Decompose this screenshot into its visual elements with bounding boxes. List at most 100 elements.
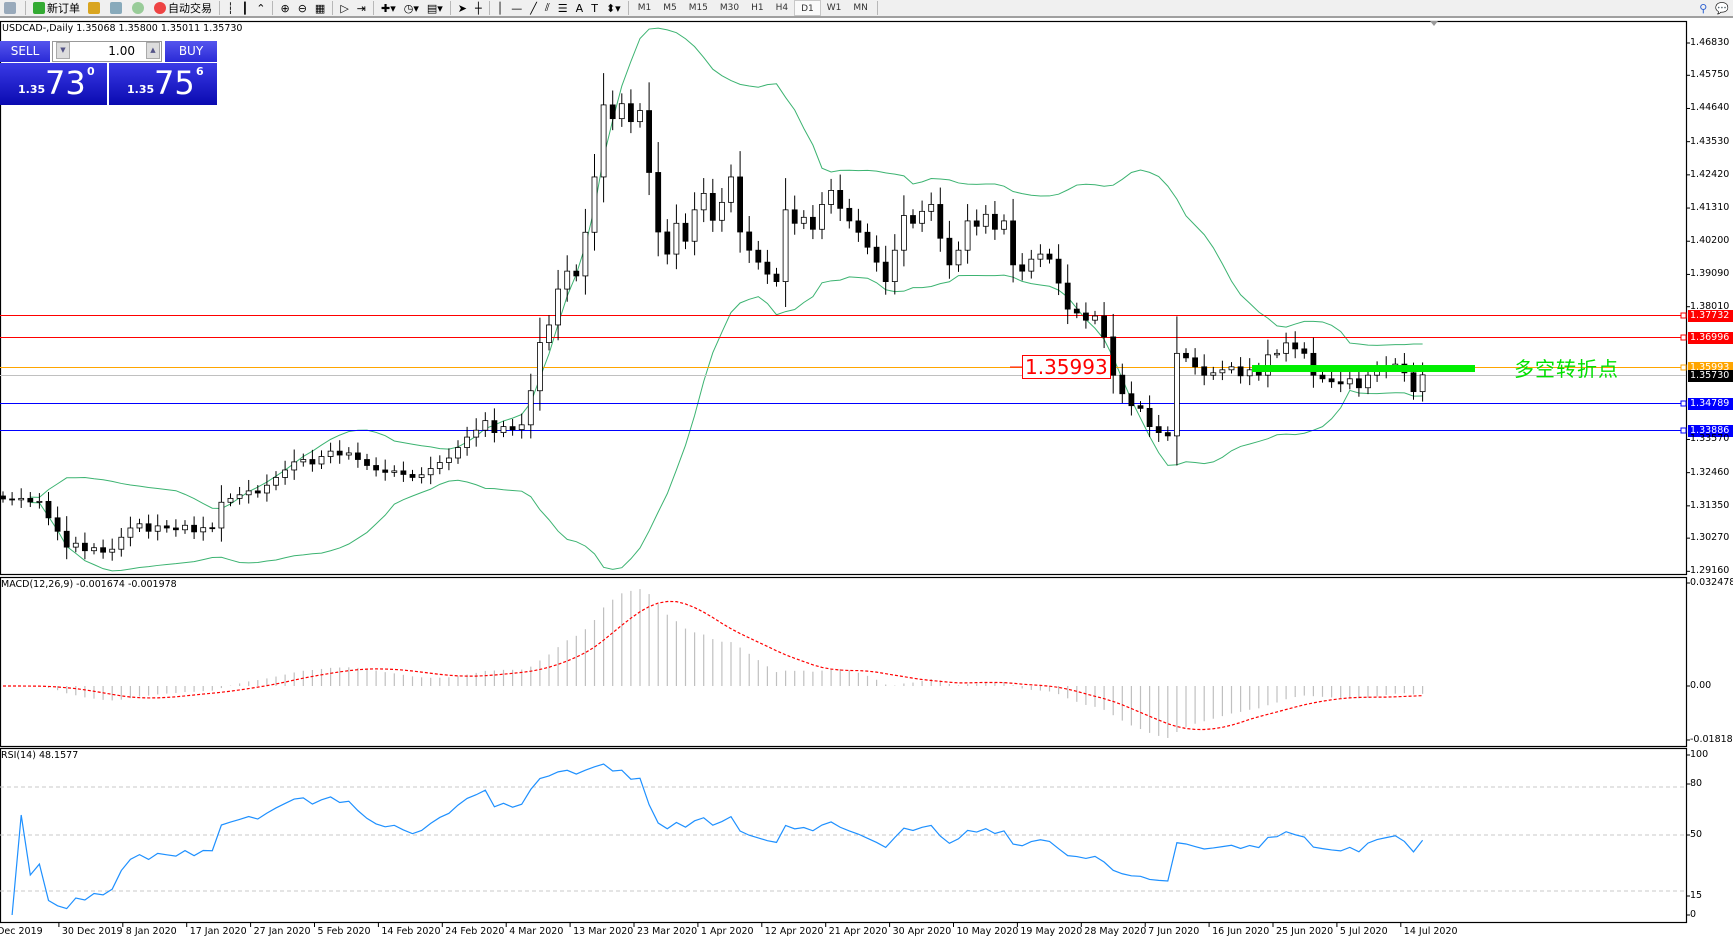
candle-bear: [1292, 342, 1299, 350]
history-icon[interactable]: [106, 0, 128, 16]
date-axis-label: 21 Apr 2020: [828, 926, 888, 937]
candle: [63, 516, 70, 560]
candle-bear: [973, 220, 980, 227]
candle: [964, 204, 971, 264]
candle-bear: [63, 530, 70, 548]
text-icon[interactable]: A: [575, 1, 584, 15]
candle-bear: [145, 523, 152, 532]
price-axis-label: 1.31350: [1690, 499, 1730, 511]
candlestick-icon[interactable]: ┃: [241, 1, 249, 15]
search-icon[interactable]: ⚲: [1699, 1, 1708, 15]
date-axis-label: 14 Feb 2020: [381, 926, 441, 937]
candle: [1037, 244, 1044, 268]
timeframe-w1[interactable]: W1: [826, 3, 842, 13]
line-chart-icon[interactable]: ⌃: [256, 1, 266, 15]
separator: [488, 1, 490, 15]
candle-bear: [1128, 393, 1135, 407]
plus-icon: [33, 2, 45, 14]
sell-price-pip: 0: [87, 65, 95, 78]
candle: [1010, 198, 1016, 283]
arrows-icon[interactable]: ⬍▾: [605, 1, 621, 15]
timeframe-m5[interactable]: M5: [663, 3, 677, 13]
candle: [254, 485, 261, 498]
vertical-line-icon[interactable]: │: [496, 1, 504, 15]
candle-bull: [518, 424, 525, 431]
timeframe-m1[interactable]: M1: [637, 3, 652, 13]
price-tag-current: 1.35730: [1688, 369, 1733, 382]
chat-icon[interactable]: 💬: [1715, 1, 1729, 15]
candle: [1219, 360, 1226, 381]
candle: [36, 493, 43, 509]
candle-bull: [391, 470, 398, 473]
price-tag-resistance: 1.36996: [1688, 331, 1733, 344]
candle-bull: [91, 547, 97, 552]
templates-icon[interactable]: ▤▾: [426, 1, 443, 15]
candle-bull: [218, 501, 225, 529]
candle: [946, 220, 953, 279]
candle-bear: [1201, 366, 1208, 376]
market-watch-icon[interactable]: [84, 0, 106, 16]
candle-bear: [100, 547, 106, 553]
buy-price[interactable]: 1.35 75 6: [109, 63, 217, 105]
pivot-price-label[interactable]: 1.35993: [1022, 355, 1111, 379]
candle: [1356, 367, 1362, 397]
sell-button[interactable]: SELL: [0, 41, 50, 62]
new-order-button[interactable]: 新订单: [29, 0, 84, 16]
level-handle: [1680, 427, 1687, 434]
lot-size-input[interactable]: 1.00: [52, 41, 162, 62]
candle: [673, 204, 680, 270]
candle-bull: [537, 342, 543, 392]
candle-bull: [527, 390, 534, 426]
buy-button[interactable]: BUY: [165, 41, 217, 62]
candle: [227, 493, 234, 507]
price-tag-resistance: 1.37732: [1688, 309, 1733, 322]
auto-trading-button[interactable]: 自动交易: [150, 0, 216, 16]
signal-icon[interactable]: [128, 0, 150, 16]
timeframe-d1[interactable]: D1: [794, 0, 821, 16]
zoom-in-icon[interactable]: ⊕: [280, 1, 290, 15]
candle: [1319, 370, 1326, 383]
zoom-icon[interactable]: [0, 0, 22, 16]
candle-bull: [982, 213, 989, 227]
text-label-icon[interactable]: T: [591, 1, 598, 15]
candle: [236, 486, 243, 505]
zoom-out-icon[interactable]: ⊖: [297, 1, 307, 15]
horizontal-line-icon[interactable]: —: [511, 1, 523, 15]
timeframe-m15[interactable]: M15: [688, 3, 708, 13]
candle-bull: [782, 209, 789, 283]
candle: [72, 536, 79, 553]
chart-shift-icon[interactable]: ⇥: [356, 1, 366, 15]
crosshair-icon[interactable]: ┼: [475, 1, 482, 15]
lot-decrease-button[interactable]: ▼: [56, 42, 70, 59]
tile-windows-icon[interactable]: ▦: [314, 1, 326, 15]
candle: [209, 522, 216, 533]
lot-increase-button[interactable]: ▲: [146, 42, 160, 59]
timeframe-mn[interactable]: MN: [853, 3, 868, 13]
pivot-text-label[interactable]: 多空转折点: [1514, 357, 1619, 381]
timeframe-m30[interactable]: M30: [719, 3, 740, 13]
candle-bear: [409, 474, 416, 478]
candle-bear: [27, 497, 34, 503]
timeframe-h1[interactable]: H1: [751, 3, 764, 13]
sell-price[interactable]: 1.35 73 0: [0, 63, 107, 105]
bar-chart-icon[interactable]: ┆: [227, 1, 234, 15]
periods-icon[interactable]: ◷▾: [403, 1, 419, 15]
candle-bull: [263, 484, 270, 494]
candle-bull: [245, 490, 252, 496]
equidistant-channel-icon[interactable]: ⫽: [544, 1, 550, 14]
candle-bear: [1410, 372, 1417, 393]
separator: [627, 1, 629, 15]
candle-bear: [682, 222, 689, 242]
candle-bear: [1119, 374, 1126, 395]
fibonacci-icon[interactable]: ☰: [557, 1, 568, 15]
candle: [1083, 302, 1089, 329]
timeframe-h4[interactable]: H4: [775, 3, 789, 13]
cursor-icon[interactable]: ➤: [457, 1, 468, 15]
candle: [1164, 426, 1171, 441]
date-axis-label: 30 Dec 2019: [61, 926, 123, 937]
autoscroll-icon[interactable]: ▷: [340, 1, 349, 15]
trendline-icon[interactable]: ╱: [530, 1, 537, 15]
candle-bull: [227, 497, 234, 503]
indicators-icon[interactable]: ✚▾: [381, 1, 396, 15]
